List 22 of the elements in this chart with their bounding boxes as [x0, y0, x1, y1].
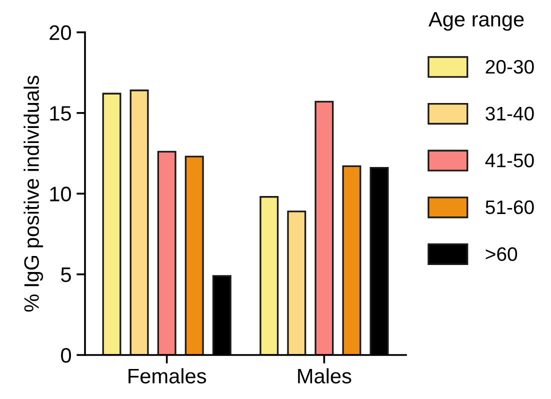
bar: [184, 156, 204, 355]
x-tick-label: Females: [128, 368, 206, 384]
legend-label: 51-60: [486, 200, 534, 214]
x-tick-label: Males: [298, 368, 352, 384]
legend-label: 41-50: [485, 154, 534, 168]
bar: [260, 196, 279, 355]
legend-label: 20-30: [486, 60, 534, 74]
bar: [287, 210, 306, 355]
y-tick-label: 20: [50, 25, 71, 40]
y-tick-label: 0: [61, 348, 71, 363]
legend-title: Age range: [428, 12, 524, 31]
y-tick-label: 10: [50, 186, 71, 202]
y-tick-label: 15: [50, 106, 71, 121]
bar: [130, 90, 149, 355]
y-axis-title: % IgG positive individuals: [24, 76, 44, 312]
legend-label: 31-40: [486, 106, 534, 121]
y-tick-label: 5: [61, 268, 71, 282]
bar: [157, 150, 176, 355]
bar: [342, 165, 362, 355]
legend-label: >60: [486, 247, 518, 261]
bar: [314, 100, 334, 355]
bar: [102, 92, 122, 355]
